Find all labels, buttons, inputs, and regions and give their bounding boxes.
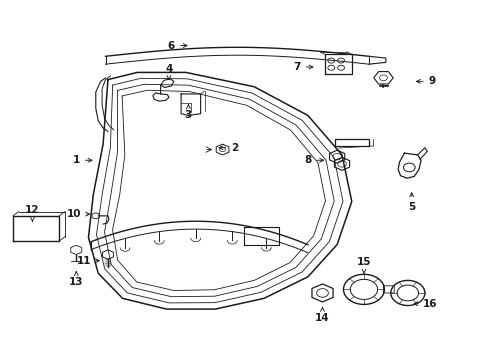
Text: 3: 3 (184, 105, 192, 121)
Text: 16: 16 (413, 299, 436, 309)
Text: 13: 13 (69, 271, 83, 287)
Text: 9: 9 (416, 76, 435, 86)
Text: 12: 12 (25, 206, 40, 221)
Text: 15: 15 (356, 257, 370, 273)
Text: 7: 7 (293, 62, 312, 72)
Text: 14: 14 (315, 307, 329, 323)
Text: 1: 1 (73, 155, 92, 165)
Text: 4: 4 (165, 64, 172, 80)
Text: 6: 6 (167, 41, 187, 50)
Text: 10: 10 (66, 209, 89, 219)
Text: 8: 8 (304, 155, 323, 165)
Text: 2: 2 (219, 143, 238, 153)
Text: 5: 5 (407, 193, 414, 212)
Text: 11: 11 (76, 256, 99, 266)
